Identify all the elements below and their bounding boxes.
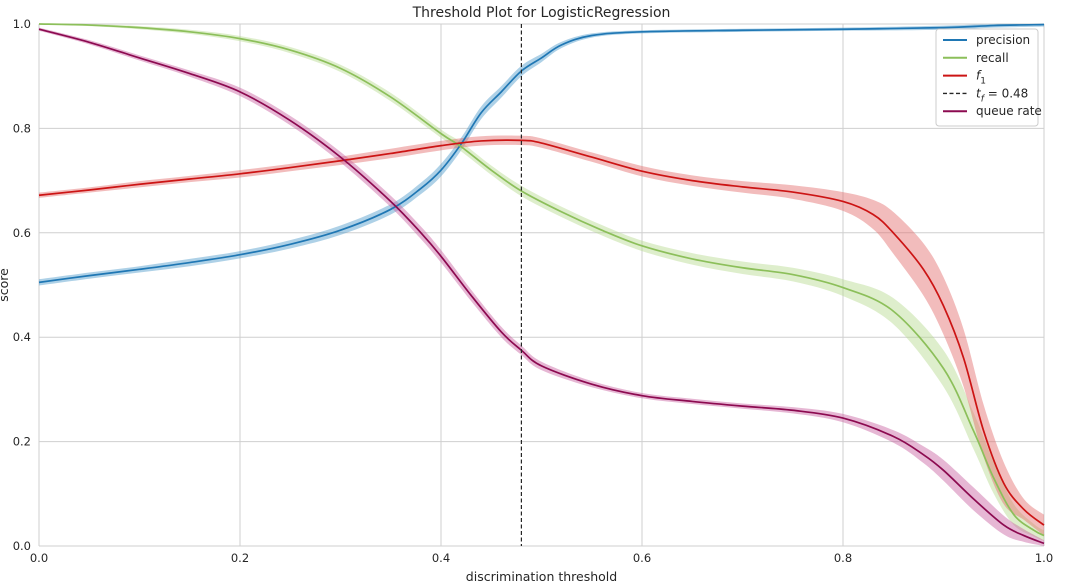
- legend-label-subscript: 1: [980, 77, 986, 87]
- grid-lines: [38, 23, 1045, 547]
- tick-labels: 0.0 0.2 0.4 0.6 0.8 1.0 0.0 0.2 0.4 0.6 0.8 1.0: [13, 17, 1053, 565]
- legend-label-base: f: [976, 69, 982, 83]
- x-tick-label: 0.6: [633, 551, 651, 565]
- y-tick-label: 0.0: [13, 539, 31, 553]
- y-tick-label: 0.6: [13, 226, 31, 240]
- y-tick-label: 0.4: [13, 330, 31, 344]
- chart-title: Threshold Plot for LogisticRegression: [412, 5, 671, 21]
- x-tick-label: 0.0: [30, 551, 48, 565]
- series-lines: [38, 23, 1045, 545]
- legend-label-recall: recall: [976, 51, 1009, 65]
- legend-label-base: t: [976, 86, 982, 100]
- legend-label-threshold: tf = 0.48: [976, 86, 1028, 104]
- confidence-bands: [39, 23, 1044, 546]
- legend-label-subscript: f: [981, 94, 986, 104]
- precision-line: [38, 23, 1045, 284]
- y-tick-label: 1.0: [13, 17, 31, 31]
- y-axis-label: score: [0, 268, 11, 302]
- x-tick-label: 0.8: [834, 551, 852, 565]
- x-axis-label: discrimination threshold: [466, 569, 617, 584]
- x-tick-label: 0.4: [432, 551, 450, 565]
- recall-line: [38, 23, 1045, 537]
- legend-label-value: = 0.48: [984, 86, 1028, 100]
- legend-label-precision: precision: [976, 33, 1030, 47]
- x-tick-label: 1.0: [1035, 551, 1053, 565]
- legend-label-queue-rate: queue rate: [976, 104, 1042, 118]
- x-tick-label: 0.2: [231, 551, 249, 565]
- f1-line: [38, 139, 1045, 526]
- recall-band: [39, 23, 1044, 541]
- plot-area: [39, 24, 1044, 546]
- queue-rate-line: [38, 28, 1045, 545]
- y-tick-label: 0.2: [13, 435, 31, 449]
- y-tick-label: 0.8: [13, 121, 31, 135]
- legend-label-f1: f1: [976, 69, 986, 87]
- legend-frame: [935, 28, 1039, 127]
